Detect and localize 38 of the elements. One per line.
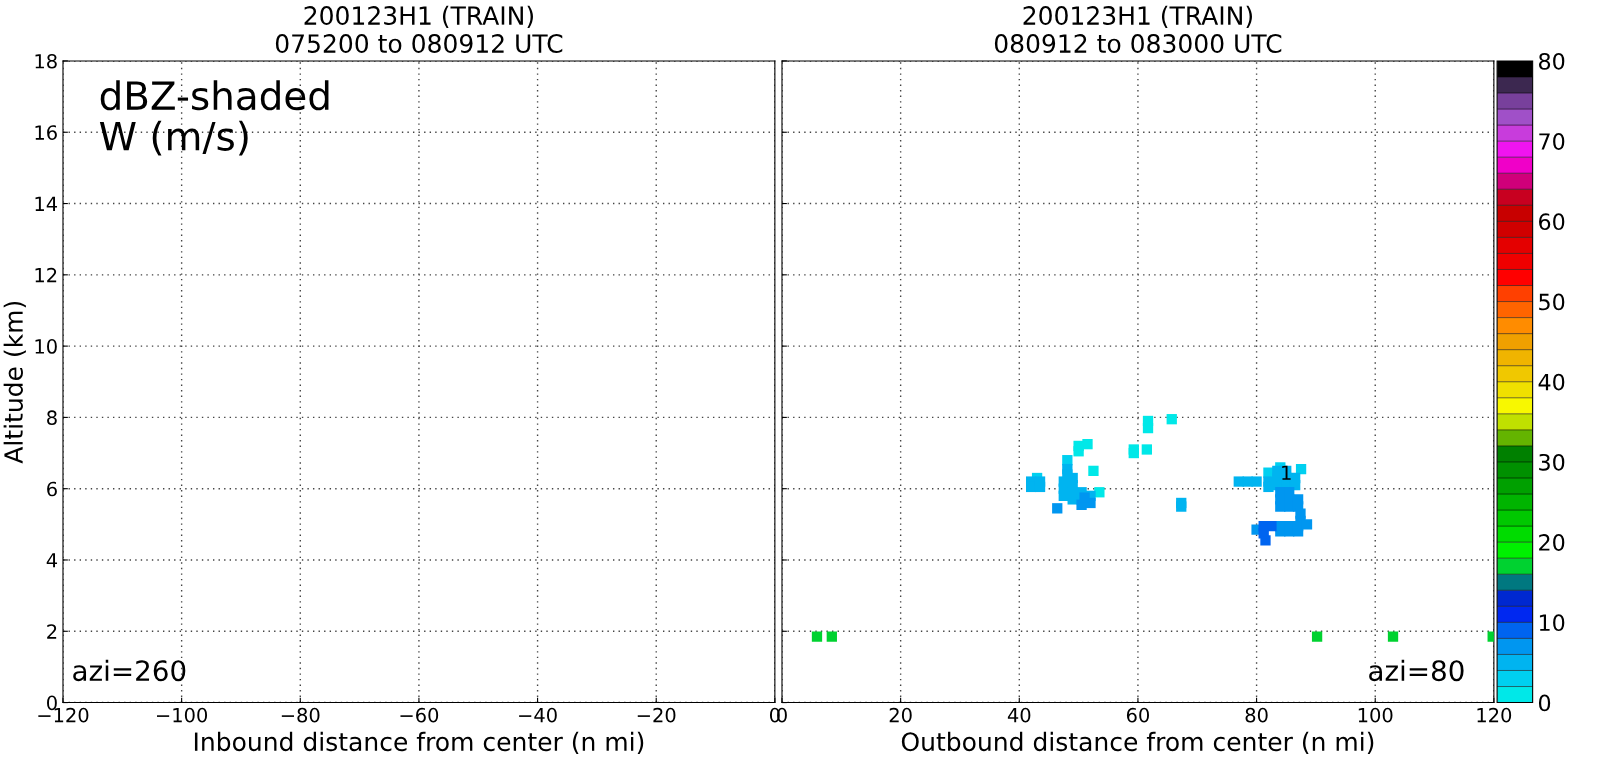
y-tick-label: 18	[35, 53, 57, 69]
x-tick-label: 40	[1007, 707, 1031, 723]
y-tick-label: 14	[35, 196, 58, 211]
color-bar-label: 70	[1539, 133, 1565, 150]
x-axis-title: Outbound distance from center (n mi)	[901, 731, 1374, 755]
x-tick-label: 100	[1358, 707, 1393, 723]
color-bar-label: 50	[1539, 293, 1565, 311]
x-tick-label: 60	[1126, 707, 1150, 723]
color-bar-label: 10	[1539, 614, 1565, 632]
x-tick-label: −60	[400, 707, 439, 723]
y-tick-label: 8	[47, 410, 57, 426]
color-bar-label: 0	[1538, 694, 1551, 712]
x-tick-label: −80	[281, 707, 320, 723]
x-tick-label: 120	[1477, 707, 1512, 723]
chart-title: 200123H1 (TRAIN) 080912 to 083000 UTC	[994, 5, 1282, 53]
y-tick-label: 6	[47, 481, 57, 497]
x-axis-title: Inbound distance from center (n mi)	[194, 731, 644, 755]
x-tick-label: 80	[1245, 707, 1268, 723]
x-tick-label: 20	[889, 707, 912, 723]
x-tick-label: −40	[519, 707, 557, 723]
color-bar-label: 20	[1539, 534, 1565, 551]
y-tick-label: 2	[47, 624, 57, 639]
y-tick-label: 4	[46, 553, 58, 568]
annotation: azi=260	[73, 659, 186, 682]
y-tick-label: 10	[35, 339, 57, 354]
y-tick-label: 16	[35, 125, 57, 140]
annotation: 1	[1282, 465, 1291, 480]
color-bar-label: 30	[1539, 453, 1565, 471]
y-tick-label: 12	[35, 267, 57, 283]
x-tick-label: −20	[637, 707, 676, 723]
y-axis-title: Altitude (km)	[3, 301, 26, 464]
color-bar-label: 40	[1538, 373, 1565, 391]
color-bar-label: 80	[1539, 52, 1565, 70]
chart-title: 200123H1 (TRAIN) 075200 to 080912 UTC	[275, 5, 563, 53]
annotation: azi=80	[1369, 659, 1464, 682]
annotation: dBZ-shaded W (m/s)	[99, 80, 329, 156]
x-tick-label: −100	[156, 707, 208, 723]
color-bar-label: 60	[1539, 213, 1565, 231]
